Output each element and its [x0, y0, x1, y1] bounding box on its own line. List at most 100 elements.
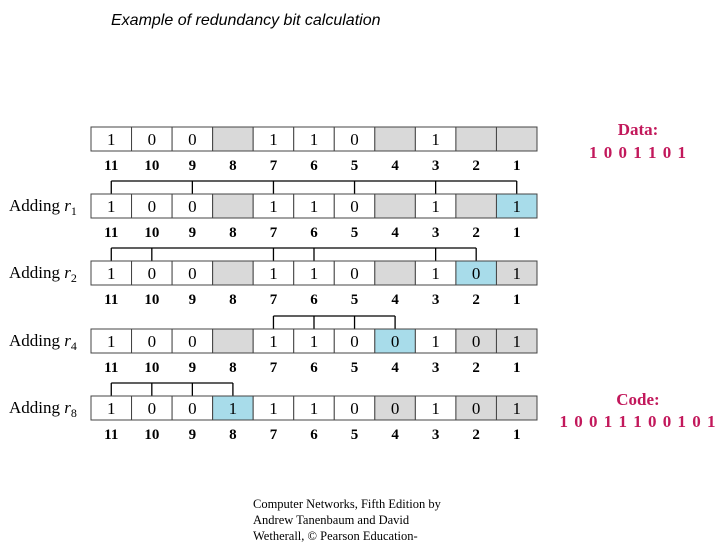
bit-cell	[455, 328, 497, 354]
bit-value: 0	[188, 264, 197, 283]
bit-position-number: 5	[351, 427, 359, 443]
bit-value: 0	[148, 197, 157, 216]
bit-position-number: 3	[432, 158, 440, 174]
bit-cell	[171, 260, 214, 286]
bit-position-number: 11	[104, 360, 118, 376]
bit-position-number: 9	[189, 292, 197, 308]
data-bits: 1 0 0 1 1 0 1	[589, 143, 687, 162]
bit-value: 0	[350, 130, 359, 149]
bit-cell	[90, 193, 133, 219]
bit-position-number: 1	[513, 292, 521, 308]
bit-value: 0	[148, 332, 157, 351]
bit-value: 1	[431, 197, 440, 216]
bit-value: 1	[310, 130, 319, 149]
bit-position-number: 1	[513, 360, 521, 376]
bit-cell	[212, 193, 254, 219]
row-label: Adding r2	[9, 263, 77, 285]
bit-position-number: 10	[144, 292, 159, 308]
bit-cell	[333, 260, 376, 286]
bit-cell	[252, 328, 295, 354]
bit-value: 0	[350, 332, 359, 351]
bit-value: 1	[431, 399, 440, 418]
bit-position-number: 2	[472, 427, 480, 443]
data-label: Data:	[618, 120, 659, 139]
slide-title: Example of redundancy bit calculation	[111, 12, 381, 29]
bit-cell	[333, 328, 376, 354]
bit-value: 1	[269, 264, 278, 283]
bit-cell	[374, 328, 416, 354]
bit-value: 1	[431, 332, 440, 351]
bit-position-number: 11	[104, 158, 118, 174]
bit-position-number: 8	[229, 292, 237, 308]
bit-position-number: 2	[472, 225, 480, 241]
bit-position-number: 5	[351, 292, 359, 308]
bit-position-number: 10	[144, 360, 159, 376]
bit-cell	[455, 126, 497, 152]
row-label: Adding r8	[9, 398, 77, 420]
code-label: Code:	[616, 390, 659, 409]
bit-position-number: 9	[189, 427, 197, 443]
bit-cell	[374, 395, 416, 421]
bit-cell	[131, 126, 173, 152]
bit-value: 0	[350, 197, 359, 216]
bit-cell	[374, 126, 416, 152]
bit-value: 1	[512, 197, 521, 216]
bit-position-number: 6	[310, 292, 318, 308]
bit-value: 0	[472, 399, 481, 418]
bit-position-number: 1	[513, 158, 521, 174]
bit-value: 1	[431, 264, 440, 283]
bit-position-number: 10	[144, 427, 159, 443]
bit-value: 1	[512, 332, 521, 351]
bit-value: 1	[512, 399, 521, 418]
bit-cell	[212, 328, 254, 354]
bit-position-number: 11	[104, 225, 118, 241]
bit-value: 0	[188, 130, 197, 149]
bit-value: 0	[391, 399, 400, 418]
bit-cell	[252, 193, 295, 219]
bit-value: 0	[472, 264, 481, 283]
bit-position-number: 1	[513, 427, 521, 443]
bit-cell	[374, 193, 416, 219]
bit-position-number: 7	[270, 360, 278, 376]
bit-cell	[293, 193, 335, 219]
bit-position-number: 7	[270, 292, 278, 308]
bit-position-number: 9	[189, 225, 197, 241]
bit-value: 0	[148, 264, 157, 283]
bit-position-number: 10	[144, 158, 159, 174]
bit-position-number: 4	[391, 225, 399, 241]
bit-cell	[293, 126, 335, 152]
bit-position-number: 10	[144, 225, 159, 241]
footer-credit: Computer Networks, Fifth Edition by Andr…	[253, 496, 493, 544]
bit-value: 1	[229, 399, 238, 418]
bit-cell	[131, 395, 173, 421]
bit-cell	[293, 395, 335, 421]
bit-cell	[414, 193, 457, 219]
bit-cell	[414, 395, 457, 421]
bit-cell	[495, 126, 538, 152]
bit-value: 1	[107, 332, 116, 351]
bit-position-number: 4	[391, 158, 399, 174]
row-label: Adding r1	[9, 196, 77, 218]
bit-position-number: 8	[229, 225, 237, 241]
bit-position-number: 7	[270, 427, 278, 443]
bit-value: 1	[431, 130, 440, 149]
bit-value: 1	[269, 130, 278, 149]
bit-position-number: 4	[391, 292, 399, 308]
bit-cell	[293, 260, 335, 286]
bit-value: 0	[350, 399, 359, 418]
bit-cell	[293, 328, 335, 354]
bit-cell	[212, 395, 254, 421]
bit-position-number: 4	[391, 427, 399, 443]
bit-cell	[252, 395, 295, 421]
bit-value: 0	[148, 399, 157, 418]
footer-line-1: Computer Networks, Fifth Edition by	[253, 497, 441, 511]
bit-cell	[212, 126, 254, 152]
bit-cell	[455, 193, 497, 219]
row-label: Adding r4	[9, 331, 77, 353]
bit-cell	[212, 260, 254, 286]
bit-position-number: 11	[104, 427, 118, 443]
bit-value: 0	[350, 264, 359, 283]
bit-value: 1	[107, 264, 116, 283]
bit-cell	[495, 193, 538, 219]
